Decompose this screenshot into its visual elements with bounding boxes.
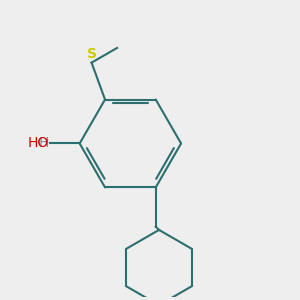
Text: HO: HO [27,136,49,151]
Text: S: S [87,47,97,61]
Text: H: H [38,136,49,151]
